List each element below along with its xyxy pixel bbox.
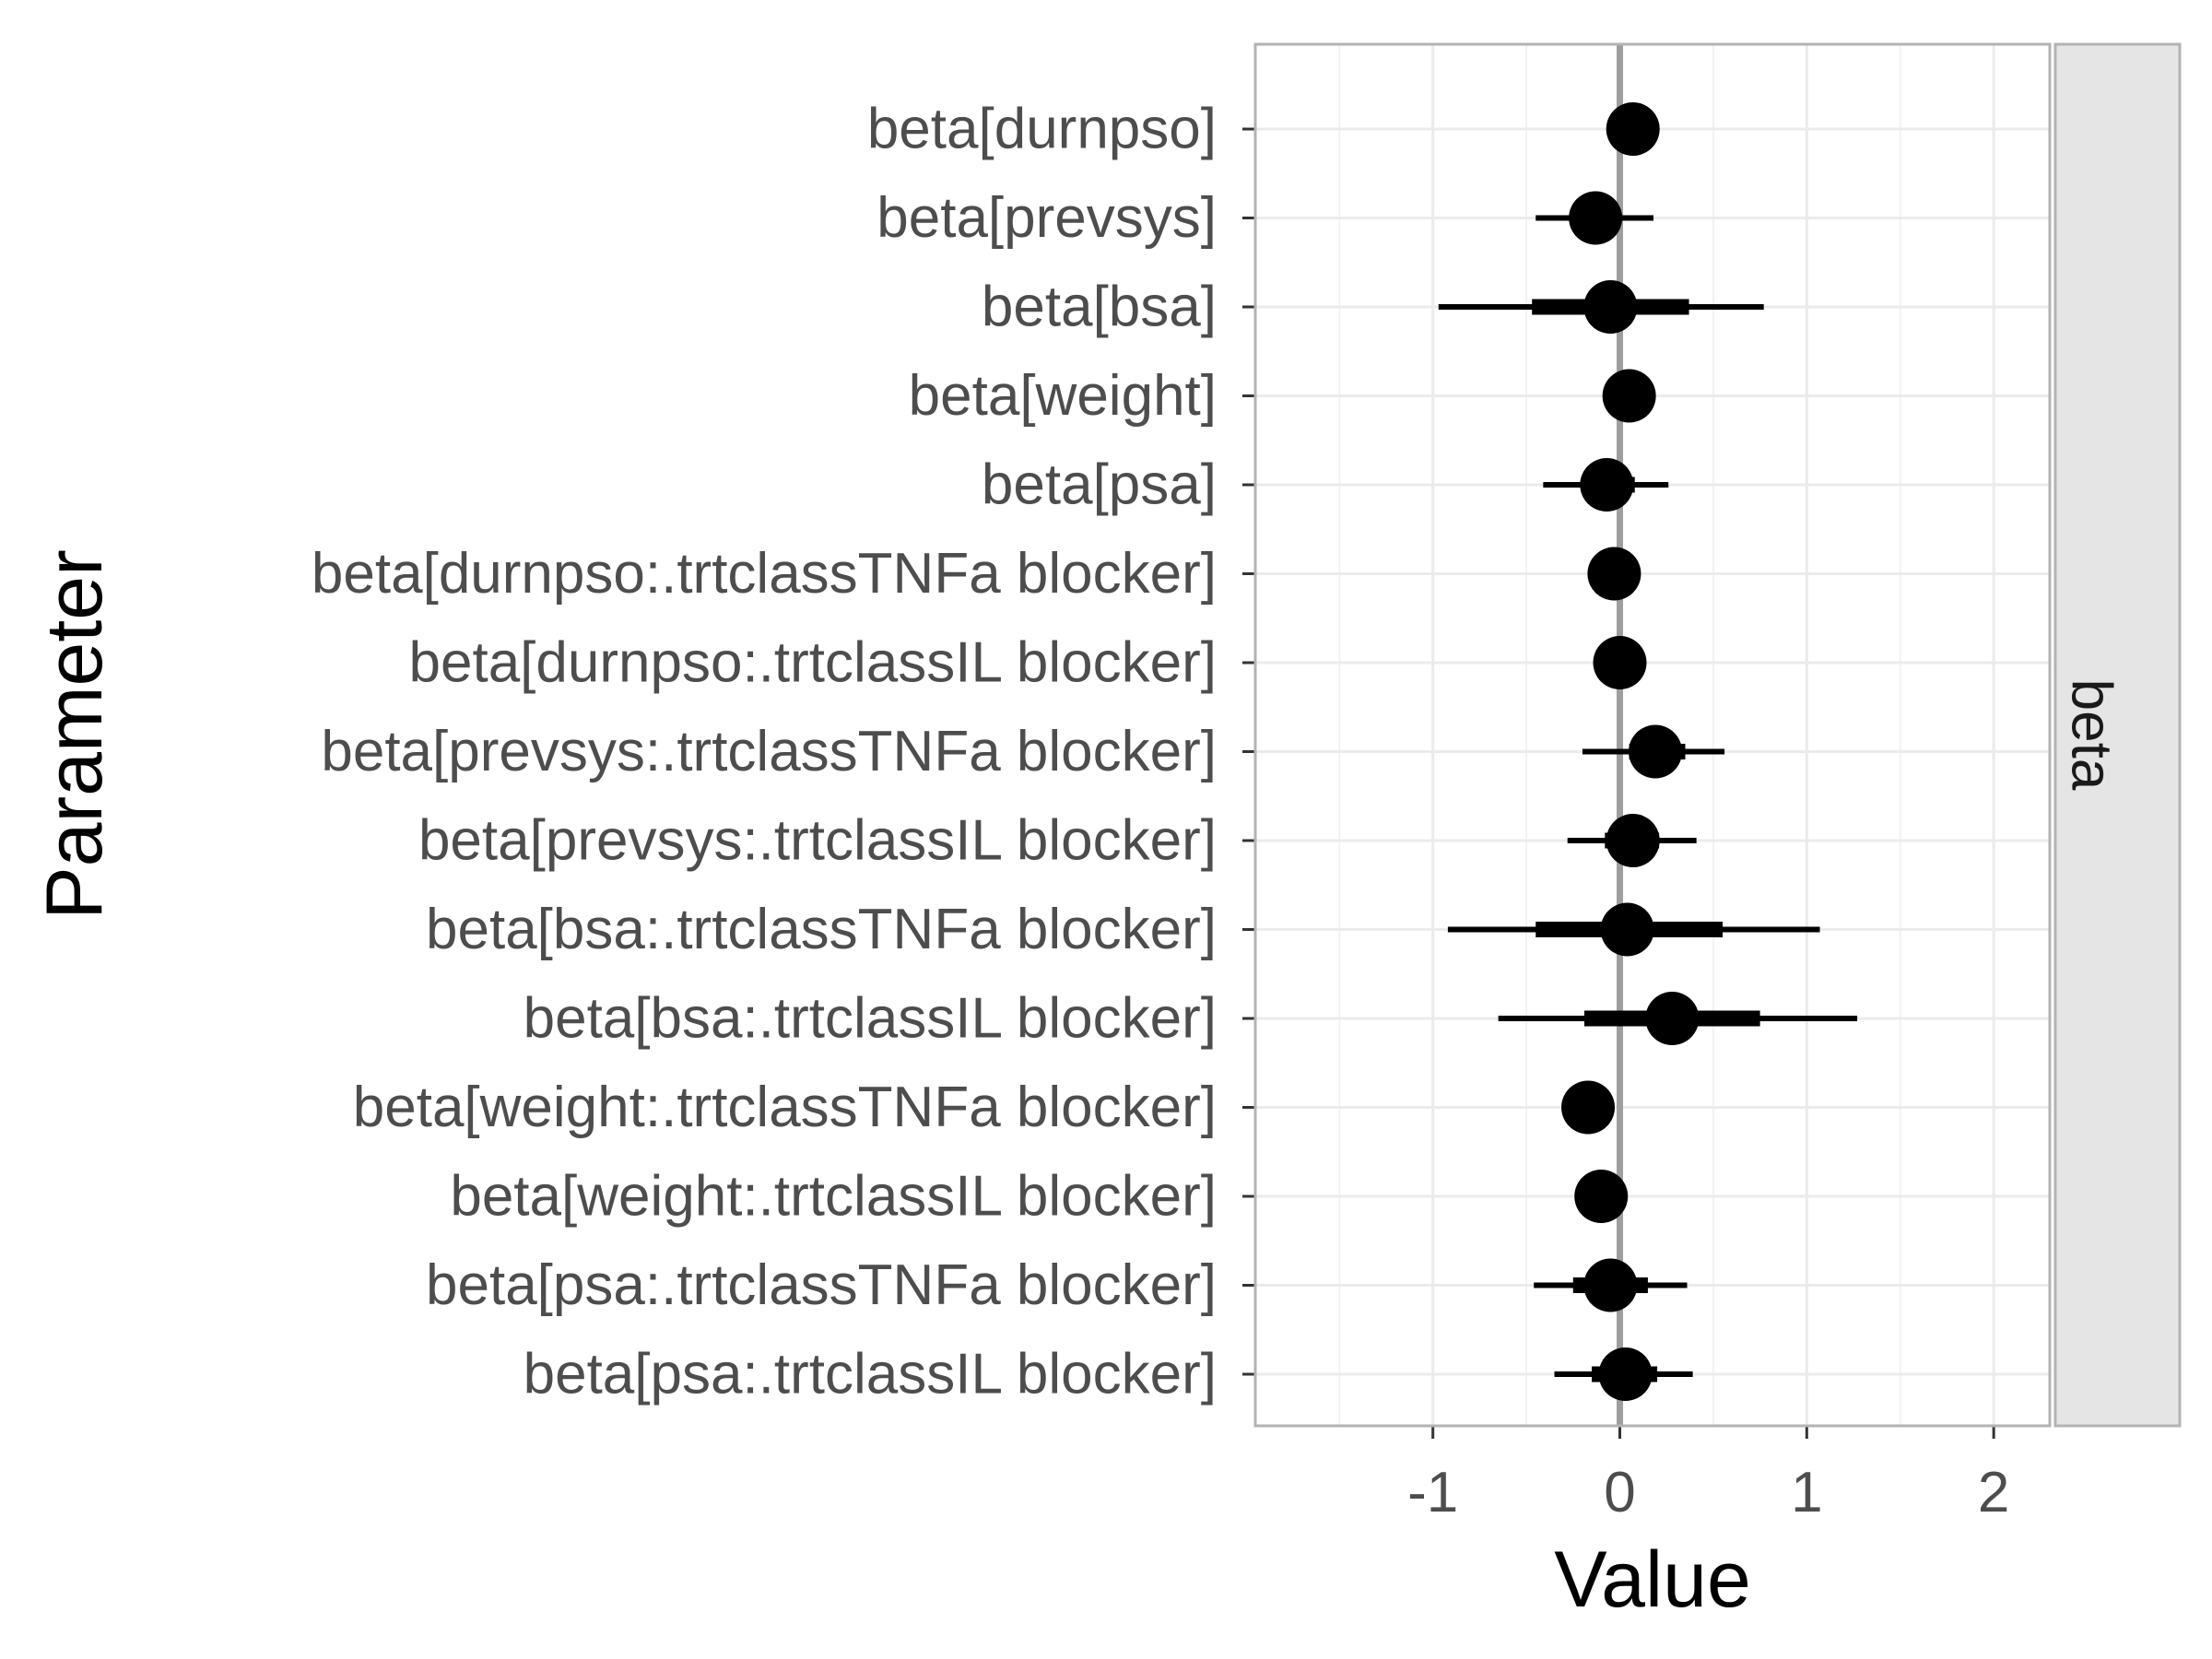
x-axis-ticks: -1 0 1 2 <box>1407 1426 2009 1524</box>
median-point <box>1645 992 1700 1045</box>
x-tick-label: 1 <box>1791 1461 1822 1524</box>
y-tick-label: beta[durnpso] <box>867 98 1217 161</box>
x-tick-label: 0 <box>1604 1461 1635 1524</box>
median-points <box>1561 102 1700 1401</box>
y-tick-label: beta[psa:.trtclassIL blocker] <box>524 1343 1217 1406</box>
y-tick-label: beta[bsa:.trtclassIL blocker] <box>524 987 1217 1051</box>
y-tick-label: beta[prevsys] <box>877 186 1217 250</box>
median-point <box>1629 724 1683 779</box>
y-tick-label: beta[bsa:.trtclassTNFa blocker] <box>426 898 1217 961</box>
median-point <box>1580 458 1634 512</box>
y-tick-label: beta[durnpso:.trtclassIL blocker] <box>409 631 1217 695</box>
facet-strip-label: beta <box>2060 679 2124 791</box>
y-tick-label: beta[weight:.trtclassIL blocker] <box>450 1165 1217 1229</box>
median-point <box>1561 1080 1616 1135</box>
median-point <box>1569 191 1623 245</box>
y-tick-label: beta[bsa] <box>982 276 1217 339</box>
panel-border <box>1253 42 2052 1428</box>
median-point <box>1606 814 1660 867</box>
y-tick-label: beta[psa] <box>982 453 1217 517</box>
y-tick-label: beta[prevsys:.trtclassTNFa blocker] <box>321 720 1217 783</box>
x-tick-label: -1 <box>1407 1461 1458 1524</box>
y-tick-label: beta[weight] <box>909 364 1217 428</box>
median-point <box>1598 1347 1653 1401</box>
facet-strip <box>2053 42 2182 1428</box>
y-tick-label: beta[prevsys:.trtclassIL blocker] <box>418 809 1217 873</box>
median-point <box>1583 1258 1638 1312</box>
y-tick-label: beta[psa:.trtclassTNFa blocker] <box>426 1253 1217 1317</box>
median-point <box>1606 102 1660 156</box>
x-tick-label: 2 <box>1978 1461 2009 1524</box>
x-axis-title: Value <box>1554 1535 1751 1624</box>
median-point <box>1587 547 1641 601</box>
y-tick-label: beta[weight:.trtclassTNFa blocker] <box>353 1076 1217 1139</box>
median-point <box>1602 369 1656 423</box>
y-axis-ticks: beta[durnpso] beta[prevsys] beta[bsa] beta[… <box>312 98 1255 1406</box>
y-tick-label: beta[durnpso:.trtclassTNFa blocker] <box>312 542 1217 606</box>
y-axis-title: Parameter <box>30 549 119 920</box>
median-point <box>1583 280 1638 334</box>
median-point <box>1593 636 1647 689</box>
median-point <box>1574 1170 1629 1223</box>
median-point <box>1600 902 1654 957</box>
